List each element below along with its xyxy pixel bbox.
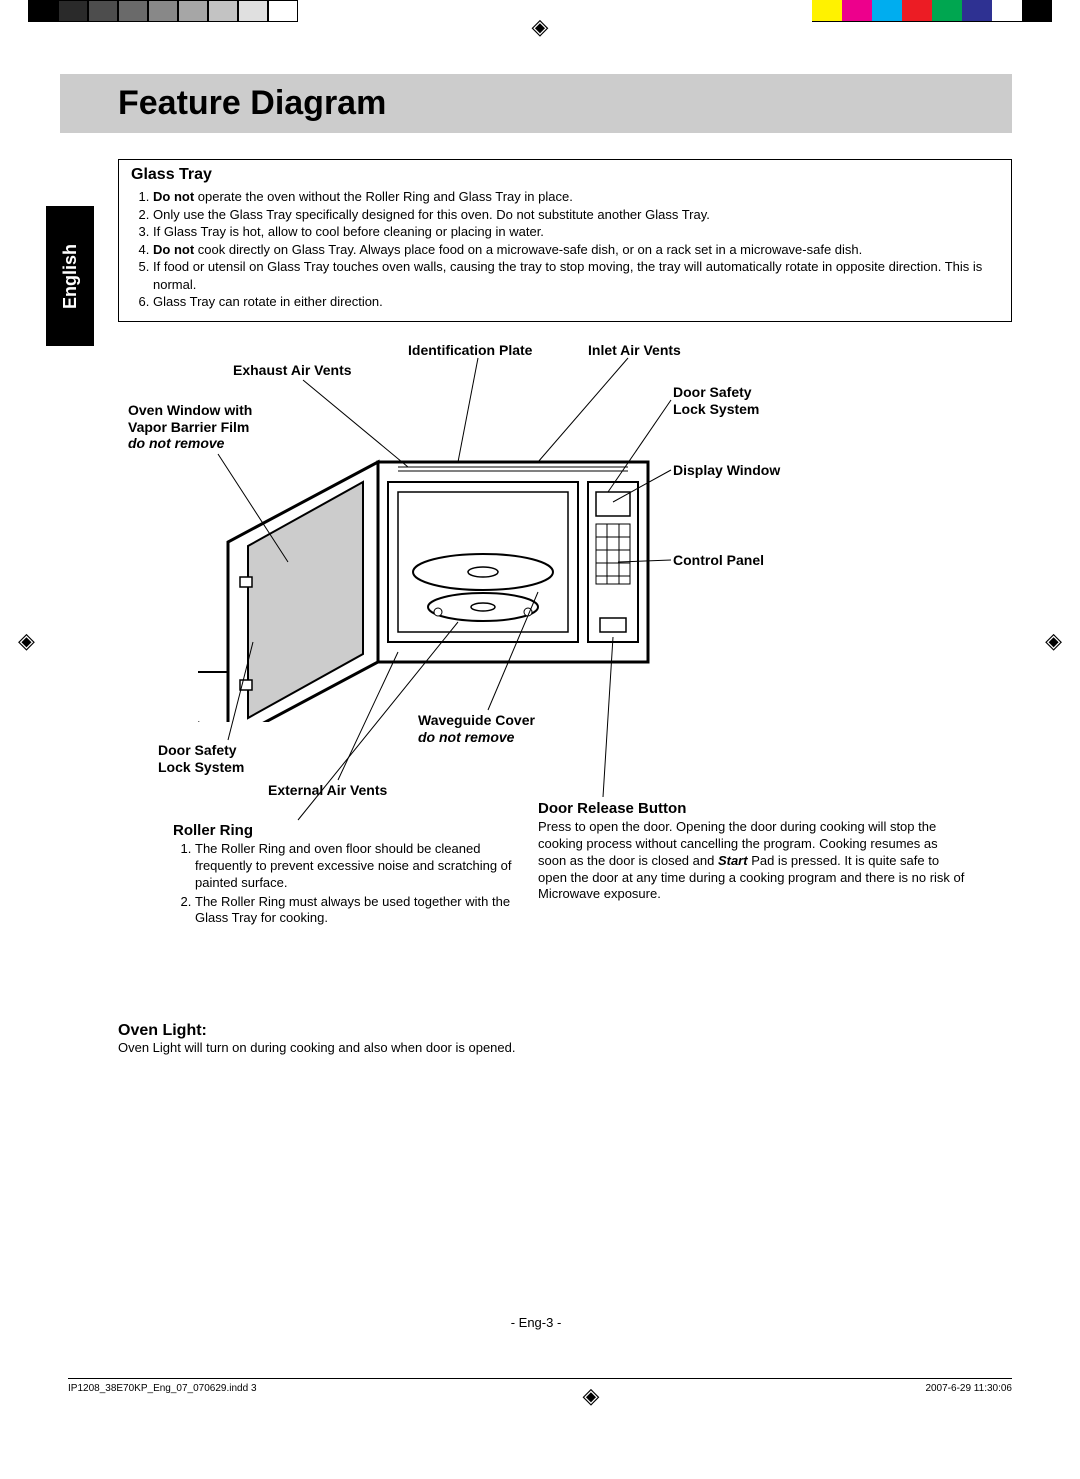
oven-light-body: Oven Light will turn on during cooking a… (118, 1040, 1012, 1055)
roller-ring-list: The Roller Ring and oven floor should be… (173, 841, 533, 927)
glass-tray-list: Do not operate the oven without the Roll… (131, 188, 999, 311)
glass-tray-box: Glass Tray Do not operate the oven witho… (118, 159, 1012, 322)
door-release-body: Press to open the door. Opening the door… (538, 819, 968, 903)
footer: IP1208_38E70KP_Eng_07_070629.indd 3 ◈ 20… (0, 1383, 1080, 1439)
footer-rule (68, 1378, 1012, 1379)
footer-filename: IP1208_38E70KP_Eng_07_070629.indd 3 (68, 1383, 257, 1409)
footer-timestamp: 2007-6-29 11:30:06 (925, 1383, 1012, 1409)
door-release-heading: Door Release Button (538, 800, 968, 817)
language-tab-label: English (60, 243, 81, 308)
roller-ring-heading: Roller Ring (173, 822, 533, 839)
registration-mark-bottom: ◈ (583, 1383, 600, 1409)
language-tab: English (46, 206, 94, 346)
glass-tray-heading: Glass Tray (131, 166, 999, 184)
body-bold: Start (718, 853, 748, 868)
title-bar: Feature Diagram (60, 74, 1012, 133)
page-title: Feature Diagram (118, 84, 1002, 123)
door-release-block: Door Release Button Press to open the do… (538, 800, 968, 903)
oven-light-heading: Oven Light: (118, 1022, 1012, 1040)
page-number: - Eng-3 - (60, 1315, 1012, 1330)
page-body: Feature Diagram English Glass Tray Do no… (0, 28, 1080, 1370)
roller-ring-block: Roller Ring The Roller Ring and oven flo… (173, 822, 533, 929)
feature-diagram: Identification Plate Inlet Air Vents Exh… (118, 342, 1012, 992)
oven-light-block: Oven Light: Oven Light will turn on duri… (118, 1022, 1012, 1055)
